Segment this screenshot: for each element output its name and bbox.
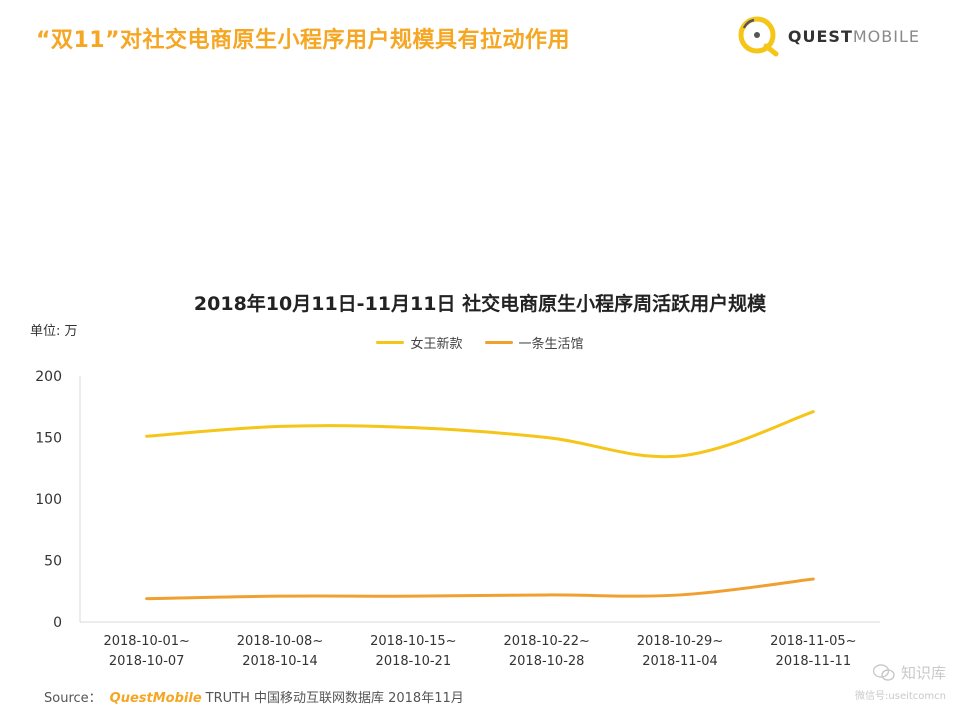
x-tick-label-line: 2018-10-21 xyxy=(376,654,452,669)
x-tick-label-line: 2018-11-11 xyxy=(776,654,852,669)
x-tick-label: 2018-11-05~ 2018-11-11 xyxy=(770,634,856,669)
watermark: 知识库 微信号:useitcomcn xyxy=(855,662,946,702)
x-tick-label-line: 2018-10-29~ xyxy=(637,634,723,649)
source-text: TRUTH 中国移动互联网数据库 2018年11月 xyxy=(205,691,464,706)
unit-label: 单位: 万 xyxy=(30,324,78,339)
source-prefix: Source： xyxy=(44,691,102,706)
series-line-1 xyxy=(145,410,815,459)
legend-label-1: 女王新款 xyxy=(410,337,463,352)
chart-legend: 女王新款 一条生活馆 xyxy=(0,333,960,352)
x-tick-label-line: 2018-10-28 xyxy=(509,654,585,669)
source-note: Source： QuestMobile TRUTH 中国移动互联网数据库 2018年… xyxy=(44,687,464,706)
wechat-icon xyxy=(872,663,895,681)
x-tick-label-line: 2018-11-05~ xyxy=(770,634,856,649)
y-tick-label: 100 xyxy=(35,492,62,508)
y-tick-label: 0 xyxy=(53,615,62,631)
y-tick-label: 50 xyxy=(44,554,62,570)
logo-wordmark: QUESTMOBILE xyxy=(788,27,920,46)
x-tick-label-line: 2018-10-15~ xyxy=(370,634,456,649)
x-tick-label: 2018-10-08~ 2018-10-14 xyxy=(237,634,323,669)
source-brand: QuestMobile xyxy=(109,691,202,706)
series-line-2 xyxy=(145,577,815,601)
legend-swatch-2 xyxy=(484,341,513,344)
x-tick-label: 2018-10-01~ 2018-10-07 xyxy=(103,634,189,669)
logo-word-bold: QUEST xyxy=(787,26,853,46)
x-tick-label-line: 2018-10-08~ xyxy=(237,634,323,649)
legend-swatch-1 xyxy=(376,341,405,344)
logo-word-light: MOBILE xyxy=(852,26,920,46)
x-tick-label-line: 2018-10-07 xyxy=(109,654,185,669)
chart-title: 2018年10月11日-11月11日 社交电商原生小程序周活跃用户规模 xyxy=(193,293,767,315)
x-tick-label-line: 2018-10-14 xyxy=(242,654,318,669)
y-tick-label: 150 xyxy=(35,431,62,447)
x-tick-label-line: 2018-11-04 xyxy=(642,654,718,669)
legend-item-2: 一条生活馆 xyxy=(484,333,584,352)
x-tick-label: 2018-10-29~ 2018-11-04 xyxy=(637,634,723,669)
y-tick-label: 200 xyxy=(35,369,62,385)
questmobile-logo-icon xyxy=(738,16,779,57)
watermark-main: 知识库 xyxy=(900,664,946,682)
watermark-sub: 微信号:useitcomcn xyxy=(855,691,946,702)
questmobile-logo: QUESTMOBILE xyxy=(736,14,920,58)
legend-item-1: 女王新款 xyxy=(376,333,463,352)
x-tick-label-line: 2018-10-01~ xyxy=(103,634,189,649)
legend-label-2: 一条生活馆 xyxy=(518,337,584,352)
x-tick-label: 2018-10-15~ 2018-10-21 xyxy=(370,634,456,669)
page-headline: “双11”对社交电商原生小程序用户规模具有拉动作用 xyxy=(36,28,571,53)
x-tick-label: 2018-10-22~ 2018-10-28 xyxy=(503,634,589,669)
x-tick-label-line: 2018-10-22~ xyxy=(503,634,589,649)
